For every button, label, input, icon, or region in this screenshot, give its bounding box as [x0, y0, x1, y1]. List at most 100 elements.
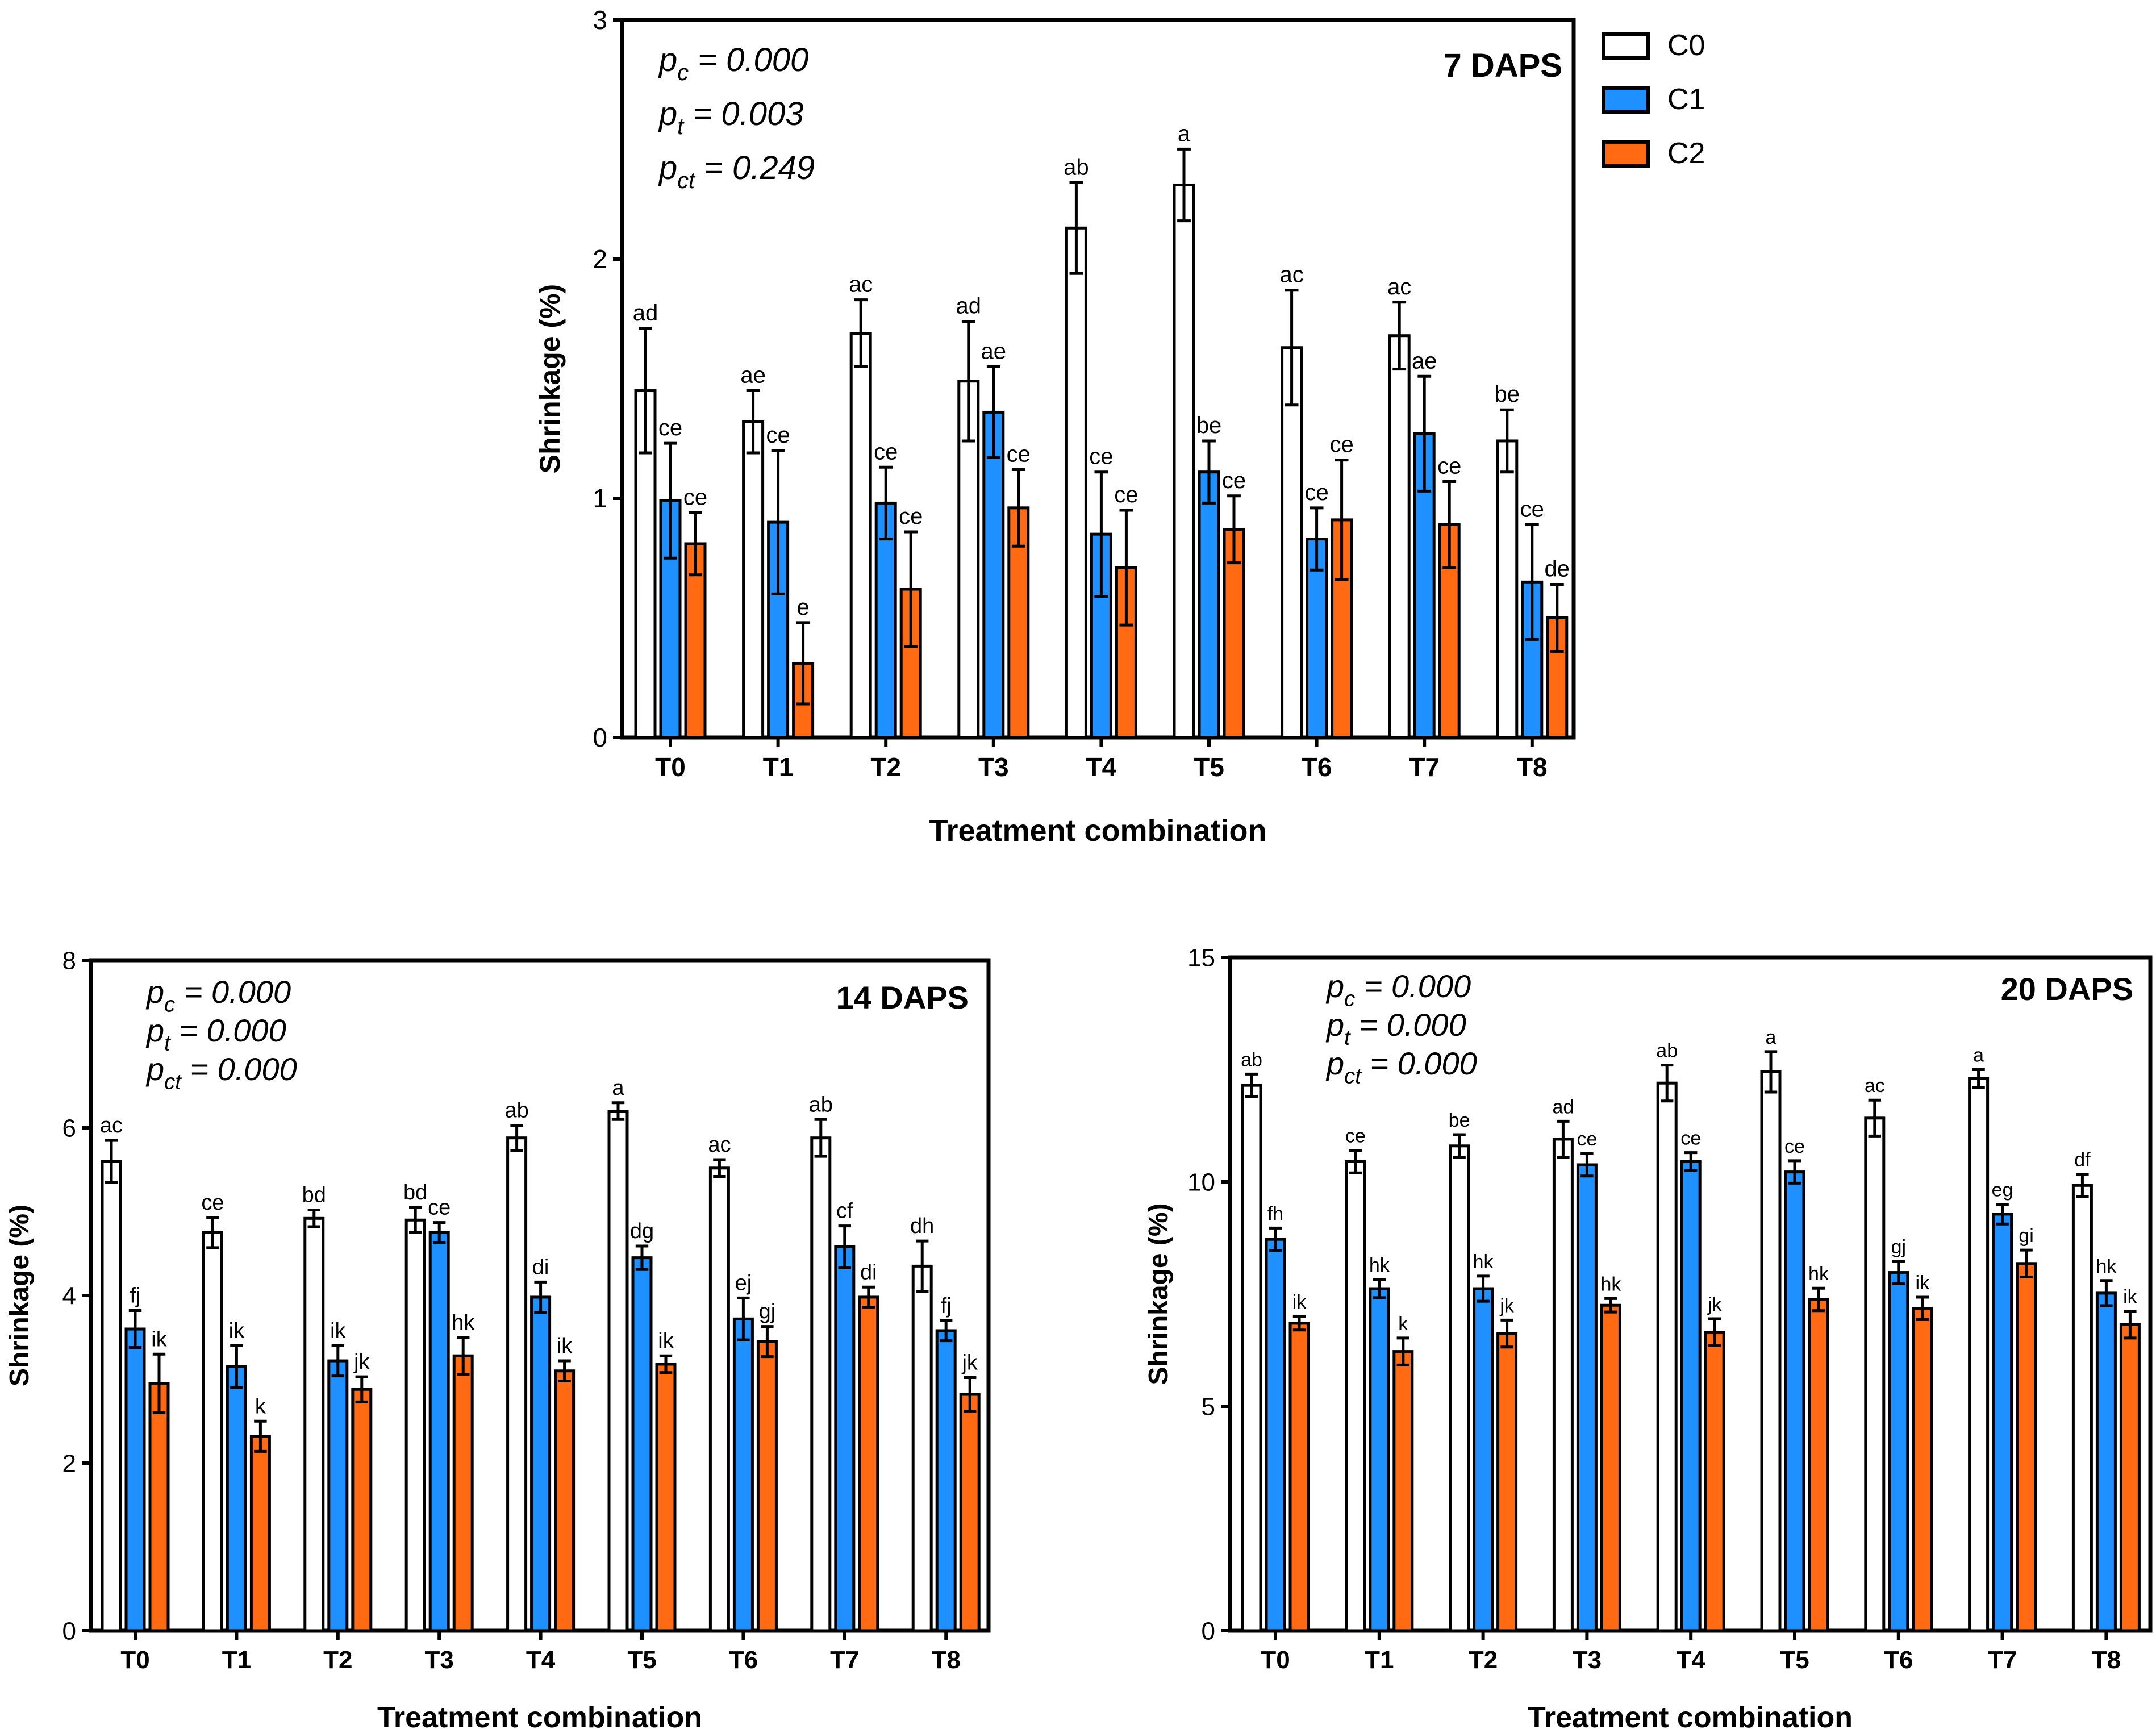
panel-title: 14 DAPS: [836, 980, 969, 1015]
stat-annotation: pct = 0.249: [658, 149, 815, 193]
x-tick-label: T3: [1573, 1646, 1602, 1674]
significance-letter: ik: [658, 1329, 674, 1353]
bar: [834, 1245, 856, 1632]
x-tick-label: T3: [425, 1646, 454, 1674]
significance-letter: ae: [740, 363, 766, 388]
significance-letter: ik: [557, 1334, 573, 1358]
significance-letter: e: [796, 595, 809, 620]
bar: [1388, 334, 1411, 739]
significance-letter: fj: [941, 1294, 952, 1318]
significance-letter: ce: [201, 1191, 224, 1215]
significance-letter: hk: [1808, 1263, 1829, 1285]
stat-annotation: pt = 0.003: [658, 95, 803, 139]
significance-letter: ce: [428, 1196, 451, 1220]
x-tick-label: T8: [1517, 752, 1548, 782]
bar: [935, 1329, 957, 1632]
bar: [506, 1136, 528, 1632]
bar: [1888, 1271, 1909, 1632]
y-axis-label: Shrinkage (%): [5, 1205, 35, 1386]
bar: [1449, 1144, 1470, 1632]
y-tick-label: 1: [593, 484, 607, 513]
bar: [756, 1340, 778, 1632]
x-tick-label: T8: [2092, 1646, 2121, 1674]
significance-letter: dg: [630, 1219, 654, 1243]
bar: [1992, 1213, 2013, 1632]
significance-letter: cf: [836, 1199, 853, 1223]
significance-letter: hk: [1473, 1251, 1494, 1273]
bar: [202, 1231, 223, 1632]
significance-letter: ce: [899, 504, 923, 529]
significance-letter: ce: [1577, 1128, 1597, 1150]
stat-annotation: pc = 0.000: [1325, 968, 1471, 1011]
bar: [858, 1295, 879, 1632]
significance-letter: ik: [151, 1327, 167, 1351]
significance-letter: fj: [130, 1284, 141, 1308]
bar: [1864, 1116, 1886, 1632]
y-tick-label: 15: [1187, 944, 1215, 972]
x-tick-label: T2: [323, 1646, 352, 1674]
x-tick-label: T3: [978, 752, 1009, 782]
bar: [742, 420, 765, 739]
bar: [982, 410, 1005, 739]
bar: [404, 1218, 426, 1632]
y-tick-label: 10: [1187, 1168, 1215, 1196]
x-tick-label: T4: [526, 1646, 556, 1674]
significance-letter: a: [612, 1076, 624, 1100]
x-tick-label: T6: [729, 1646, 758, 1674]
significance-letter: ac: [1865, 1075, 1885, 1097]
panel-title: 7 DAPS: [1443, 47, 1562, 84]
x-tick-label: T0: [655, 752, 686, 782]
chart-7-daps: 0 1 2 3 Shrinkage (%) Treatment combination T0…: [534, 5, 1576, 848]
bar: [1496, 1332, 1518, 1632]
significance-letter: a: [1973, 1045, 1984, 1066]
bar: [1496, 439, 1519, 739]
y-tick-label: 2: [593, 244, 607, 274]
significance-letter: hk: [1369, 1255, 1390, 1276]
x-tick-label: T2: [870, 752, 901, 782]
bar: [1173, 183, 1195, 739]
bar: [1065, 226, 1087, 739]
bar: [249, 1435, 271, 1632]
chart-14-daps: 0 2 4 6 8 Shrinkage (%) Treatment combination T…: [5, 947, 991, 1729]
y-tick-label: 0: [1202, 1617, 1215, 1645]
bar: [428, 1231, 450, 1632]
bar: [2095, 1291, 2117, 1632]
bar: [810, 1136, 832, 1632]
significance-letter: ce: [1520, 497, 1544, 522]
bar: [1576, 1163, 1598, 1632]
significance-letter: dh: [910, 1214, 934, 1238]
bar: [351, 1388, 373, 1632]
significance-letter: ab: [1241, 1049, 1262, 1070]
bar: [1241, 1084, 1262, 1632]
significance-letter: ce: [683, 485, 707, 510]
y-axis-label: Shrinkage (%): [1144, 1203, 1174, 1385]
bar: [1912, 1307, 1933, 1632]
bar: [1704, 1331, 1725, 1632]
significance-letter: ce: [1114, 482, 1138, 507]
y-tick-label: 0: [62, 1617, 76, 1645]
bar: [148, 1382, 170, 1632]
significance-letter: ae: [981, 339, 1007, 364]
bar: [1680, 1160, 1702, 1632]
significance-letter: ac: [1387, 274, 1411, 299]
x-tick-label: T5: [627, 1646, 656, 1674]
significance-letter: ik: [330, 1319, 346, 1343]
bar: [1413, 432, 1436, 739]
x-tick-label: T6: [1884, 1646, 1913, 1674]
significance-letter: ce: [1345, 1126, 1366, 1147]
bar: [732, 1317, 754, 1632]
x-tick-label: T7: [1409, 752, 1440, 782]
significance-letter: ab: [1064, 155, 1089, 180]
significance-letter: ce: [1222, 468, 1246, 493]
significance-letter: ce: [1784, 1136, 1805, 1157]
bar: [124, 1327, 146, 1632]
significance-letter: jk: [353, 1350, 370, 1374]
bar: [530, 1295, 552, 1632]
significance-letter: ac: [1279, 263, 1303, 288]
legend-swatch: [1602, 32, 1650, 60]
significance-letter: gj: [1891, 1236, 1906, 1258]
significance-letter: hk: [452, 1311, 475, 1335]
significance-letter: a: [1766, 1027, 1776, 1048]
significance-letter: fh: [1267, 1203, 1283, 1224]
significance-letter: be: [1196, 413, 1222, 438]
